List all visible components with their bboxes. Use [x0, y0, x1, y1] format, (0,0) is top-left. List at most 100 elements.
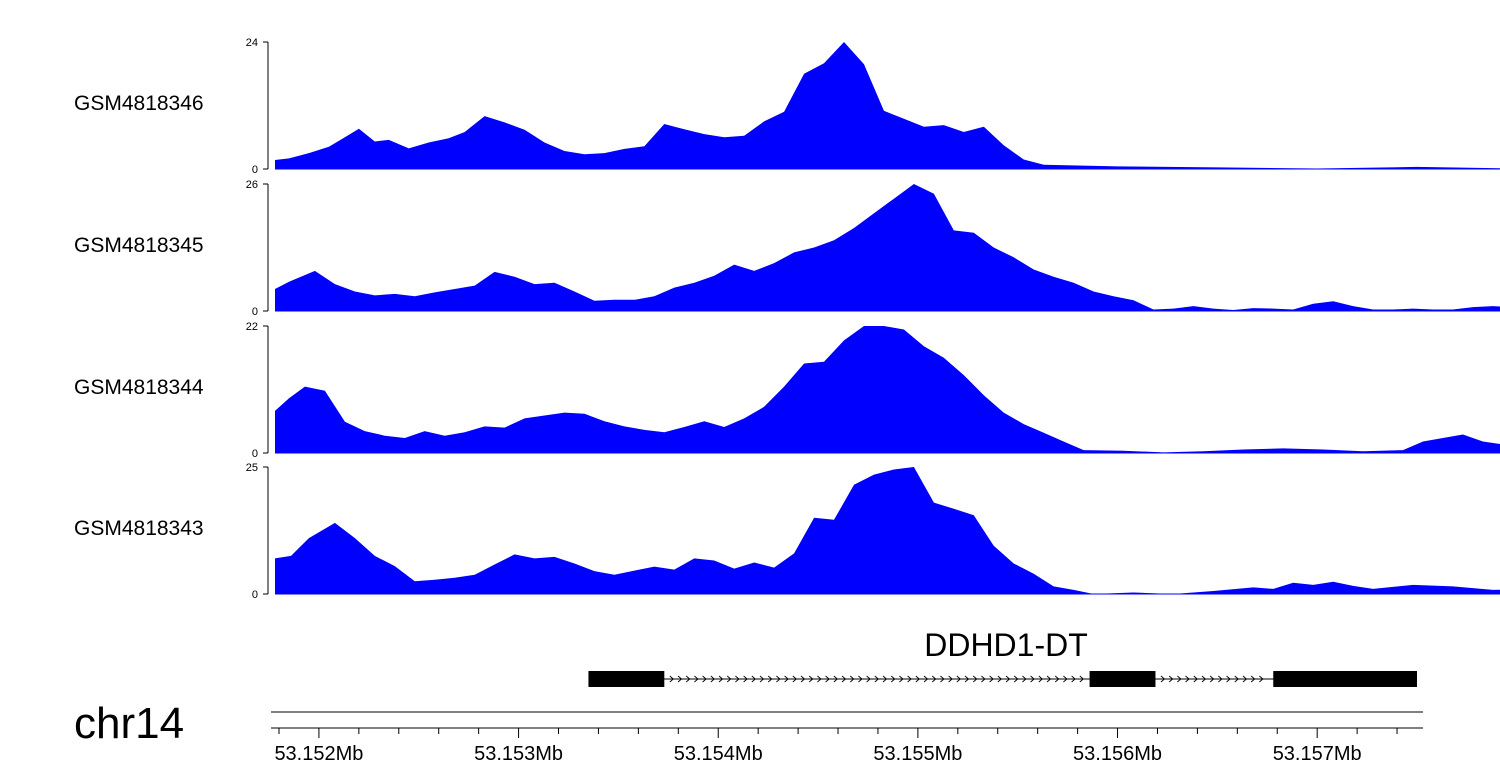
track-name-label: GSM4818346 — [74, 92, 204, 115]
strand-arrow — [1071, 675, 1076, 683]
strand-arrow — [1209, 675, 1215, 683]
strand-arrow — [1079, 675, 1085, 683]
strand-arrow — [1168, 675, 1174, 683]
strand-arrow — [866, 675, 871, 683]
track-ymin-label: 0 — [252, 164, 258, 176]
strand-arrow — [1234, 675, 1239, 683]
strand-arrow — [1054, 675, 1060, 683]
strand-arrow — [710, 675, 716, 683]
strand-arrow — [669, 675, 675, 683]
strand-arrow — [784, 675, 789, 683]
track-ymax-label: 26 — [246, 179, 258, 191]
strand-arrow — [923, 675, 929, 683]
coverage-area-gsm4818343 — [275, 467, 1500, 594]
track-gsm4818346: 24 0 GSM4818346 — [74, 37, 1500, 176]
strand-arrow — [981, 675, 986, 683]
strand-arrow — [694, 675, 699, 683]
track-ymin-label: 0 — [252, 448, 258, 460]
gene-name-label: DDHD1-DT — [924, 627, 1088, 663]
strand-arrow — [718, 675, 724, 683]
strand-arrow — [956, 675, 962, 683]
strand-arrow — [890, 675, 896, 683]
strand-arrow — [940, 675, 945, 683]
axis-tick-label: 53.152Mb — [274, 743, 363, 765]
strand-arrow — [972, 675, 978, 683]
strand-arrow — [685, 675, 691, 683]
strand-arrow — [1013, 675, 1019, 683]
strand-arrow — [1193, 675, 1198, 683]
strand-arrow — [874, 675, 880, 683]
strand-arrow — [1063, 675, 1068, 683]
strand-arrow — [907, 675, 912, 683]
track-gsm4818344: 22 0 GSM4818344 — [74, 321, 1500, 460]
strand-arrow — [759, 675, 765, 683]
genome-axis: 53.152Mb 53.153Mb 53.154Mb 53.155Mb 53.156Mb… — [74, 699, 1423, 765]
coverage-area-gsm4818344 — [275, 326, 1500, 453]
strand-arrow — [849, 675, 855, 683]
axis-tick-label: 53.156Mb — [1073, 743, 1162, 765]
strand-arrow — [1218, 675, 1223, 683]
chromosome-label: chr14 — [74, 699, 184, 748]
track-ymax-label: 25 — [246, 462, 258, 474]
track-ymin-label: 0 — [252, 306, 258, 318]
strand-arrow — [1046, 675, 1052, 683]
track-name-label: GSM4818344 — [74, 376, 204, 399]
axis-tick-label: 53.153Mb — [474, 743, 563, 765]
strand-arrow — [858, 675, 863, 683]
track-name-label: GSM4818345 — [74, 234, 204, 257]
strand-arrow — [751, 675, 757, 683]
strand-arrow — [1185, 675, 1190, 683]
coverage-area-gsm4818346 — [275, 42, 1500, 169]
strand-arrow — [841, 675, 847, 683]
gene-exon-3 — [1273, 671, 1418, 687]
strand-arrow — [776, 675, 781, 683]
strand-arrow — [767, 675, 773, 683]
track-gsm4818343: 25 0 GSM4818343 — [74, 462, 1500, 601]
strand-arrow — [931, 675, 937, 683]
strand-arrow — [833, 675, 839, 683]
strand-arrow — [726, 675, 732, 683]
track-ymin-label: 0 — [252, 589, 258, 601]
strand-arrow — [792, 675, 798, 683]
strand-arrow — [1022, 675, 1027, 683]
strand-arrow — [1038, 675, 1044, 683]
strand-arrow — [1005, 675, 1011, 683]
gene-annotation-track: DDHD1-DT — [588, 627, 1418, 687]
strand-arrow — [735, 675, 740, 683]
strand-arrow — [743, 675, 748, 683]
strand-arrow — [1250, 675, 1256, 683]
axis-tick-label: 53.155Mb — [873, 743, 962, 765]
strand-arrow — [800, 675, 806, 683]
strand-arrow — [964, 675, 970, 683]
strand-arrow — [702, 675, 707, 683]
axis-tick-label: 53.154Mb — [674, 743, 763, 765]
strand-arrow — [1201, 675, 1207, 683]
gene-exon-2 — [1089, 671, 1156, 687]
strand-arrow — [989, 675, 994, 683]
track-ymax-label: 24 — [246, 37, 258, 49]
gene-exon-1 — [588, 671, 665, 687]
strand-arrow — [915, 675, 921, 683]
strand-arrow — [997, 675, 1003, 683]
strand-arrow — [1259, 675, 1264, 683]
axis-tick-label: 53.157Mb — [1273, 743, 1362, 765]
strand-arrow — [1242, 675, 1248, 683]
strand-arrow — [1030, 675, 1035, 683]
coverage-tracks: 240GSM4818346260GSM4818345220GSM48183442… — [74, 37, 1500, 601]
strand-arrow — [1160, 675, 1166, 683]
strand-arrow — [1226, 675, 1231, 683]
track-gsm4818345: 26 0 GSM4818345 — [74, 179, 1500, 318]
strand-arrow — [1177, 675, 1182, 683]
strand-arrow — [808, 675, 814, 683]
strand-arrow — [882, 675, 888, 683]
strand-arrow — [825, 675, 830, 683]
strand-arrow — [948, 675, 953, 683]
track-name-label: GSM4818343 — [74, 517, 204, 540]
coverage-area-gsm4818345 — [275, 184, 1500, 311]
strand-arrow — [899, 675, 904, 683]
strand-arrow — [817, 675, 822, 683]
track-ymax-label: 22 — [246, 321, 258, 333]
strand-arrow — [677, 675, 683, 683]
